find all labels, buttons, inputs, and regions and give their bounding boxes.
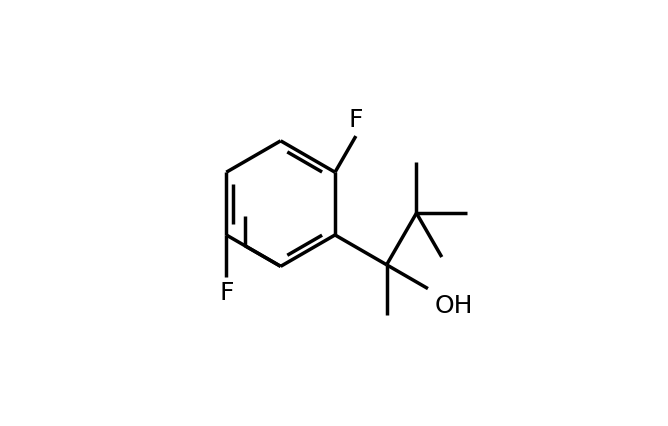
Text: F: F: [349, 108, 363, 132]
Text: F: F: [219, 281, 234, 305]
Text: OH: OH: [434, 294, 473, 318]
